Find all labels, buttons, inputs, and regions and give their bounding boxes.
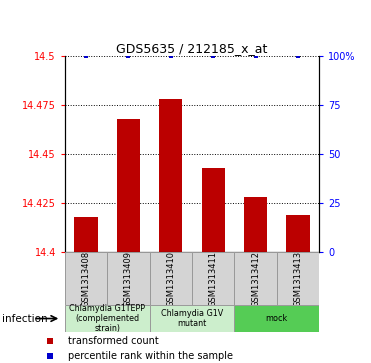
Text: transformed count: transformed count [68, 336, 159, 346]
Bar [277, 252, 319, 305]
Bar [75, 217, 98, 252]
Text: Chlamydia G1TEPP
(complemented
strain): Chlamydia G1TEPP (complemented strain) [69, 303, 145, 334]
Text: GSM1313410: GSM1313410 [166, 250, 175, 307]
Text: infection: infection [2, 314, 47, 323]
Text: GSM1313408: GSM1313408 [82, 250, 91, 307]
Bar [192, 252, 234, 305]
Text: GSM1313412: GSM1313412 [251, 250, 260, 307]
Bar [65, 252, 107, 305]
Bar [107, 252, 150, 305]
Text: GSM1313413: GSM1313413 [293, 250, 302, 307]
Bar [201, 168, 225, 252]
Text: percentile rank within the sample: percentile rank within the sample [68, 351, 233, 361]
Bar [159, 99, 183, 252]
Bar [117, 119, 140, 252]
Text: GSM1313411: GSM1313411 [209, 250, 218, 307]
Bar [286, 215, 309, 252]
Text: GSM1313409: GSM1313409 [124, 250, 133, 307]
Text: Chlamydia G1V
mutant: Chlamydia G1V mutant [161, 309, 223, 328]
Bar [234, 252, 277, 305]
Bar [234, 305, 319, 332]
Bar [65, 305, 150, 332]
Bar [150, 305, 234, 332]
Title: GDS5635 / 212185_x_at: GDS5635 / 212185_x_at [116, 42, 268, 55]
Text: mock: mock [266, 314, 288, 323]
Bar [244, 197, 267, 252]
Bar [150, 252, 192, 305]
